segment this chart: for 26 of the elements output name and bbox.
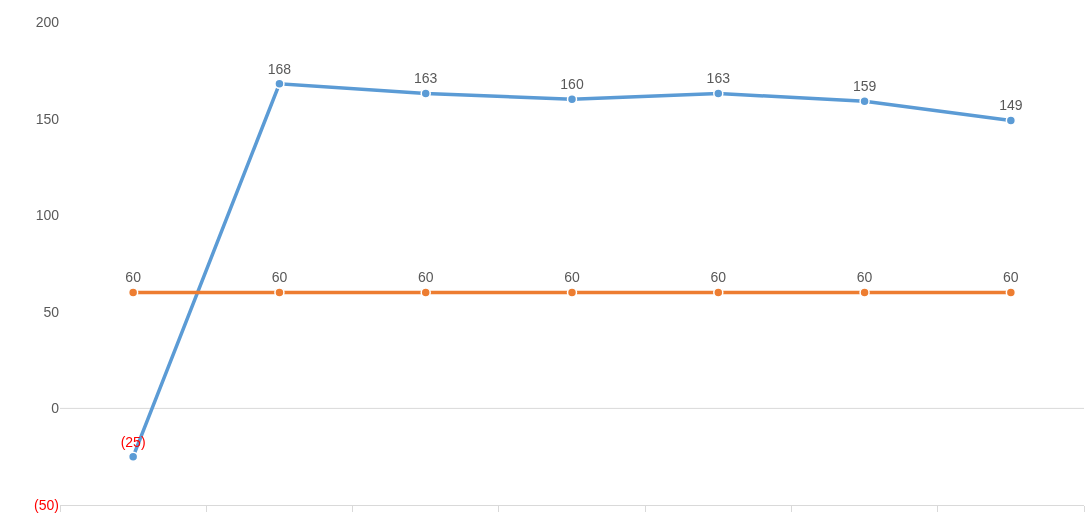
y-tick-label: 150: [35, 110, 60, 127]
data-label: 163: [706, 70, 731, 87]
data-label: 149: [999, 97, 1023, 114]
data-label: 159: [852, 78, 877, 95]
data-label: 60: [417, 269, 434, 286]
point: [859, 287, 870, 298]
point: [274, 287, 285, 298]
data-label: 60: [710, 269, 727, 286]
point: [420, 287, 431, 298]
data-label: 168: [267, 60, 292, 77]
data-label: 60: [856, 269, 873, 286]
y-tick-label: 0: [51, 400, 60, 417]
y-tick-label: 200: [35, 13, 60, 30]
data-label: 60: [271, 269, 288, 286]
point: [420, 88, 431, 99]
data-label: 60: [564, 269, 580, 286]
point: [566, 287, 578, 298]
y-tick-label: (50): [34, 496, 59, 513]
point: [713, 287, 724, 298]
point: [713, 88, 724, 99]
data-label: 60: [125, 269, 142, 286]
y-tick-label: 100: [35, 207, 60, 224]
data-label: 160: [560, 76, 584, 93]
data-label: 163: [414, 70, 438, 87]
data-label: 60: [1003, 269, 1019, 286]
y-tick-label: 50: [43, 303, 60, 320]
